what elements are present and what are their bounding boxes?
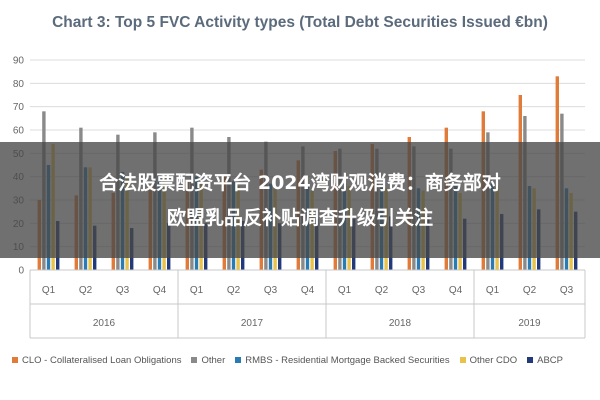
overlay-headline-line-1: 合法股票配资平台 2024湾财观消费：商务部对: [99, 172, 501, 194]
chart-legend: CLO - Collateralised Loan Obligations Oth…: [12, 351, 592, 369]
x-tick-label: Q4: [153, 285, 167, 296]
y-tick-label: 80: [13, 79, 25, 90]
y-tick-label: 90: [13, 56, 25, 67]
legend-item: CLO - Collateralised Loan Obligations: [12, 355, 181, 366]
overlay-banner: [0, 142, 600, 258]
x-group-label: 2016: [93, 318, 116, 329]
x-tick-label: Q1: [42, 285, 56, 296]
legend-label: Other CDO: [469, 354, 518, 366]
legend-label: Other: [201, 354, 226, 366]
legend-item: RMBS - Residential Mortgage Backed Secur…: [235, 354, 450, 366]
legend-swatch: [191, 357, 198, 363]
x-tick-label: Q2: [523, 285, 537, 296]
legend-label: ABCP: [537, 354, 563, 366]
legend-label: RMBS - Residential Mortgage Backed Secur…: [245, 354, 450, 366]
legend-swatch: [235, 357, 242, 363]
x-tick-label: Q3: [264, 285, 278, 296]
y-tick-label: 60: [13, 126, 25, 137]
legend-item: ABCP: [527, 355, 563, 366]
x-tick-label: Q1: [486, 285, 500, 296]
x-tick-label: Q3: [116, 285, 130, 296]
x-group-label: 2019: [518, 318, 541, 329]
x-group-label: 2017: [241, 318, 264, 329]
x-group-label: 2018: [389, 318, 412, 329]
y-tick-label: 0: [18, 266, 24, 277]
x-tick-label: Q1: [190, 285, 204, 296]
legend-item: Other CDO: [459, 354, 518, 366]
x-tick-label: Q3: [412, 285, 426, 296]
x-tick-label: Q4: [301, 285, 315, 296]
x-tick-label: Q1: [338, 285, 352, 296]
x-tick-label: Q2: [375, 285, 389, 296]
legend-swatch: [459, 357, 466, 363]
x-tick-label: Q2: [79, 285, 93, 296]
x-tick-label: Q2: [227, 285, 241, 296]
legend-swatch: [12, 357, 18, 363]
overlay-headline-line-2: 欧盟乳品反补贴调查升级引关注: [166, 207, 433, 229]
y-tick-label: 70: [13, 102, 25, 113]
legend-item: Other: [191, 355, 225, 366]
legend-label: CLO - Collateralised Loan Obligations: [22, 354, 182, 366]
legend-swatch: [527, 357, 534, 363]
chart-title: Chart 3: Top 5 FVC Activity types (Total…: [52, 14, 548, 31]
x-tick-label: Q3: [560, 285, 574, 296]
x-tick-label: Q4: [449, 285, 463, 296]
